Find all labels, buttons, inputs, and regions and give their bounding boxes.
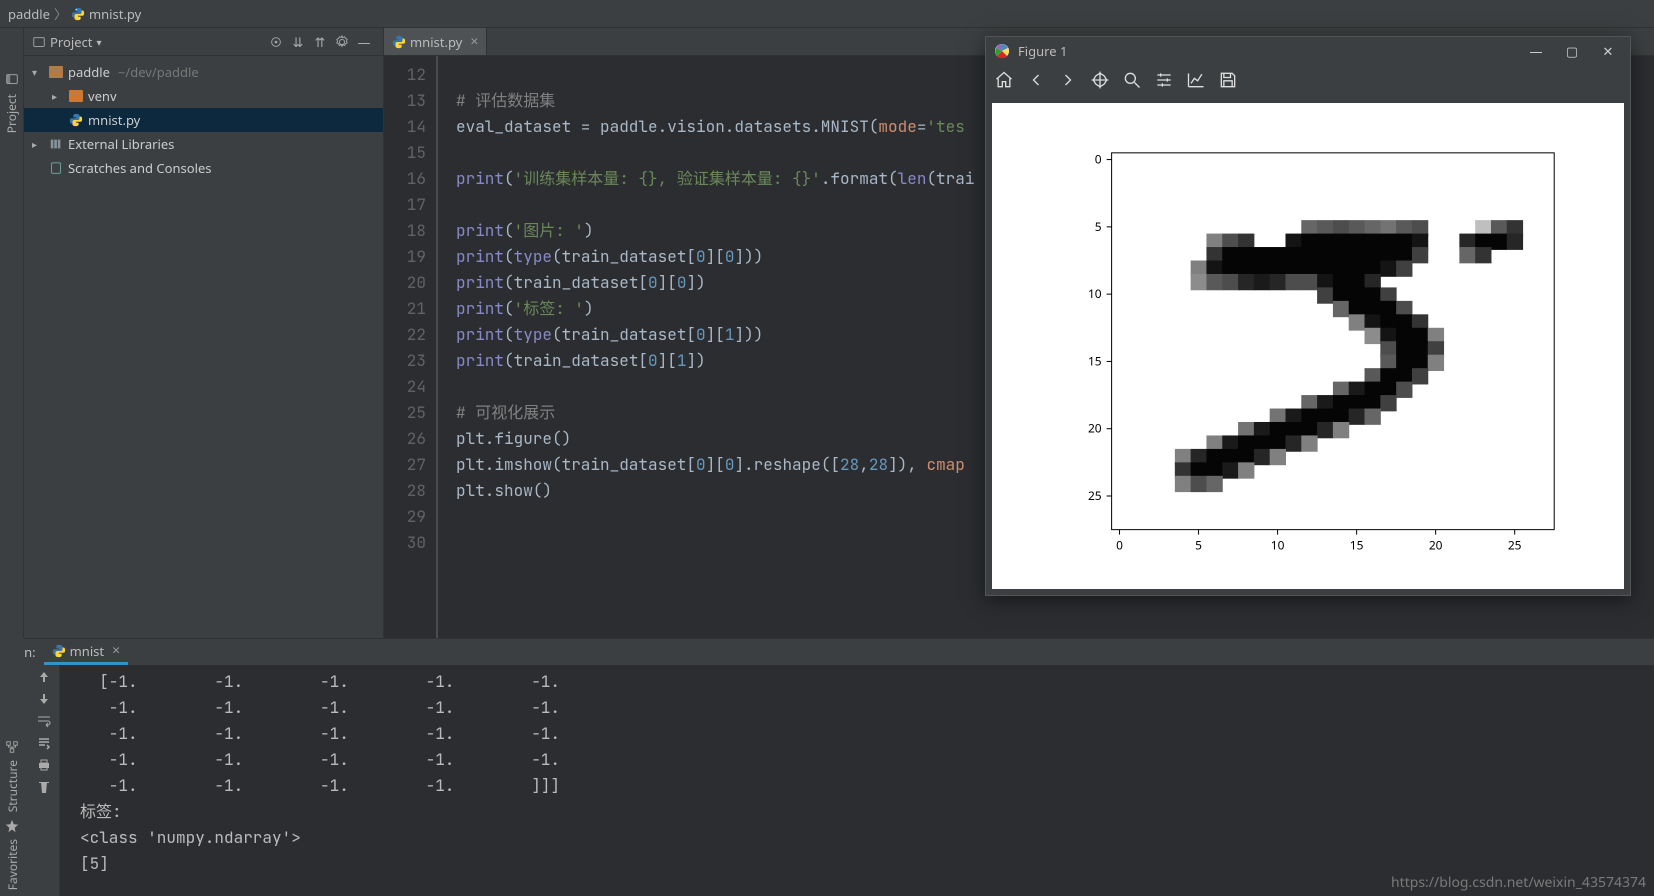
figure-canvas: 0 5 10 15 20 25 0 5 10 15 20 25 — [992, 103, 1624, 589]
home-icon[interactable] — [994, 70, 1014, 90]
favorites-label[interactable]: Favorites — [4, 833, 21, 896]
settings-icon[interactable] — [334, 34, 350, 50]
crumb-root[interactable]: paddle — [8, 5, 50, 23]
up-icon[interactable] — [36, 669, 52, 685]
expand-all-icon[interactable]: ⇊ — [290, 34, 306, 50]
crumb-file[interactable]: mnist.py — [89, 5, 141, 23]
tab-label: mnist.py — [410, 33, 462, 51]
figure-window[interactable]: Figure 1 — ▢ ✕ 0 5 10 15 20 25 0 5 10 15 20 25 — [985, 36, 1631, 596]
locate-icon[interactable] — [268, 34, 284, 50]
structure-label[interactable]: Structure — [4, 754, 21, 818]
python-icon — [52, 644, 66, 658]
run-tab[interactable]: mnist × — [44, 639, 128, 665]
back-icon[interactable] — [1026, 70, 1046, 90]
maximize-icon[interactable]: ▢ — [1558, 41, 1586, 61]
code-content[interactable]: # 评估数据集eval_dataset = paddle.vision.data… — [438, 56, 974, 638]
project-sidebar: Project ▾ ⇊ ⇈ — ▾paddle~/dev/paddle▸venv… — [24, 28, 384, 638]
svg-text:5: 5 — [1195, 537, 1202, 554]
dropdown-icon[interactable]: ▾ — [96, 35, 101, 49]
svg-text:5: 5 — [1095, 218, 1102, 235]
crumb-sep: 〉 — [54, 4, 67, 23]
editor-tab[interactable]: mnist.py × — [384, 28, 487, 55]
save-icon[interactable] — [1218, 70, 1238, 90]
forward-icon[interactable] — [1058, 70, 1078, 90]
watermark: https://blog.csdn.net/weixin_43574374 — [1391, 873, 1646, 892]
run-panel: Run: mnist × [-1. — [0, 638, 1654, 896]
project-view-icon — [32, 35, 46, 49]
project-tree: ▾paddle~/dev/paddle▸venvmnist.py▸Externa… — [24, 56, 383, 184]
tree-item[interactable]: ▸venv — [24, 84, 383, 108]
tree-item[interactable]: ▾paddle~/dev/paddle — [24, 60, 383, 84]
close-tab-icon[interactable]: × — [470, 32, 478, 51]
collapse-all-icon[interactable]: ⇈ — [312, 34, 328, 50]
figure-title: Figure 1 — [1018, 42, 1067, 60]
svg-text:15: 15 — [1088, 352, 1102, 369]
print-icon[interactable] — [36, 757, 52, 773]
run-tab-label: mnist — [70, 642, 104, 660]
trash-icon[interactable] — [36, 779, 52, 795]
python-icon — [71, 7, 85, 21]
configure-icon[interactable] — [1154, 70, 1174, 90]
sidebar-title[interactable]: Project — [50, 33, 92, 51]
down-icon[interactable] — [36, 691, 52, 707]
edit-axes-icon[interactable] — [1186, 70, 1206, 90]
tree-item[interactable]: mnist.py — [24, 108, 383, 132]
scroll-to-end-icon[interactable] — [36, 735, 52, 751]
hide-icon[interactable]: — — [356, 34, 372, 50]
zoom-icon[interactable] — [1122, 70, 1142, 90]
close-run-tab-icon[interactable]: × — [112, 641, 120, 660]
svg-text:15: 15 — [1350, 537, 1364, 554]
close-window-icon[interactable]: ✕ — [1594, 41, 1622, 61]
structure-icon[interactable] — [5, 740, 19, 754]
tree-item[interactable]: Scratches and Consoles — [24, 156, 383, 180]
svg-text:0: 0 — [1095, 151, 1102, 168]
project-tool-icon[interactable] — [5, 72, 19, 86]
line-gutter: 12131415161718192021222324252627282930 — [384, 56, 438, 638]
left-tool-rail: Project — [0, 28, 24, 638]
python-icon — [392, 35, 406, 49]
figure-titlebar[interactable]: Figure 1 — ▢ ✕ — [986, 37, 1630, 65]
svg-text:10: 10 — [1088, 285, 1102, 302]
svg-text:20: 20 — [1429, 537, 1443, 554]
sidebar-header: Project ▾ ⇊ ⇈ — — [24, 28, 383, 56]
soft-wrap-icon[interactable] — [36, 713, 52, 729]
minimize-icon[interactable]: — — [1522, 41, 1550, 61]
run-output[interactable]: [-1. -1. -1. -1. -1. -1. -1. -1. -1. -1.… — [60, 665, 1654, 896]
matplotlib-icon — [994, 43, 1010, 59]
tree-item[interactable]: ▸External Libraries — [24, 132, 383, 156]
project-rail-label[interactable]: Project — [3, 90, 20, 137]
svg-text:20: 20 — [1088, 420, 1102, 437]
pan-icon[interactable] — [1090, 70, 1110, 90]
bottom-left-rail: Favorites Structure — [0, 638, 24, 896]
svg-text:0: 0 — [1116, 537, 1123, 554]
svg-text:25: 25 — [1508, 537, 1522, 554]
svg-text:10: 10 — [1271, 537, 1285, 554]
breadcrumb: paddle 〉 mnist.py — [0, 0, 1654, 28]
figure-toolbar — [986, 65, 1630, 95]
star-icon[interactable] — [5, 819, 19, 833]
svg-text:25: 25 — [1088, 487, 1102, 504]
